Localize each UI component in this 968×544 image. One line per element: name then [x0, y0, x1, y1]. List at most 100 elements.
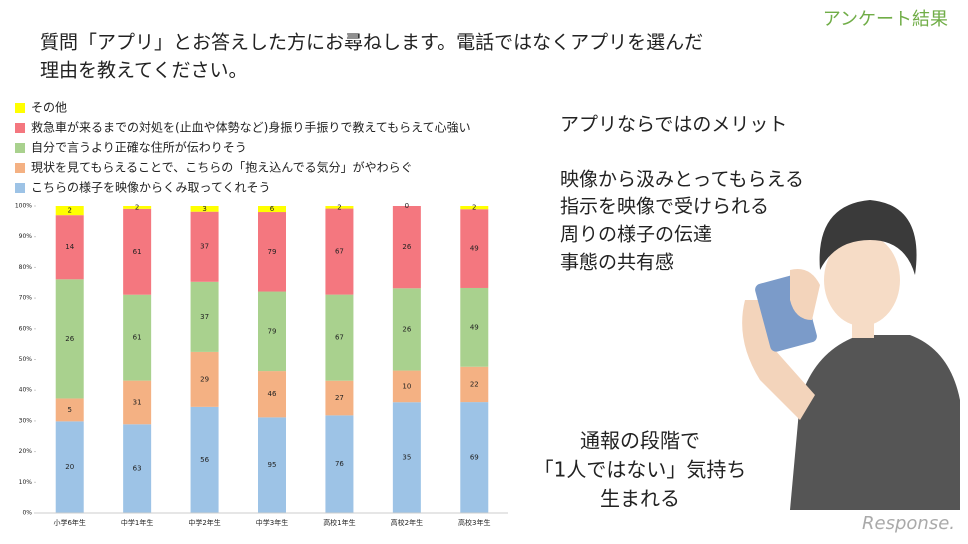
- legend-label: その他: [31, 101, 67, 115]
- y-tick-label: 100%: [15, 203, 32, 210]
- data-label: 20: [65, 463, 74, 471]
- data-label: 63: [133, 465, 142, 473]
- legend-swatch: [15, 123, 25, 133]
- data-label: 5: [67, 406, 71, 414]
- bar-segment: [392, 370, 421, 403]
- data-label: 2: [337, 203, 341, 211]
- question-line: 質問「アプリ」とお答えした方にお尋ねします。電話ではなくアプリを選んだ: [40, 32, 703, 54]
- tag: アンケート結果: [823, 9, 948, 30]
- bar-segment: [325, 380, 354, 416]
- y-tick-label: 30%: [19, 417, 33, 424]
- data-label: 56: [200, 456, 209, 464]
- illustration: [742, 200, 960, 510]
- merit-title: アプリならではのメリット: [560, 114, 787, 136]
- data-label: 29: [200, 375, 209, 383]
- data-label: 49: [470, 323, 479, 331]
- data-label: 37: [200, 243, 209, 251]
- bar-segment: [123, 424, 152, 513]
- bar-segment: [258, 291, 286, 372]
- conclusion: 通報の段階で: [580, 429, 700, 453]
- y-tick-label: 60%: [19, 325, 33, 332]
- legend-label: 現状を見てもらえることで、こちらの「抱え込んでる気分」がやわらぐ: [31, 160, 413, 175]
- bar-segment: [123, 380, 152, 425]
- data-label: 79: [268, 327, 277, 335]
- data-label: 35: [402, 454, 411, 462]
- data-label: 2: [135, 203, 139, 211]
- bar-segment: [325, 206, 354, 209]
- data-label: 26: [65, 335, 74, 343]
- data-label: 79: [268, 248, 277, 256]
- y-tick-label: 0%: [22, 510, 32, 517]
- y-tick-label: 90%: [19, 233, 33, 240]
- x-tick-label: 高校3年生: [458, 518, 490, 527]
- legend-label: こちらの様子を映像からくみ取ってくれそう: [31, 181, 271, 195]
- legend-swatch: [15, 103, 25, 113]
- conclusion: 生まれる: [600, 487, 680, 511]
- y-tick-label: 40%: [19, 387, 33, 394]
- x-tick-label: 中学3年生: [256, 518, 288, 527]
- bar-segment: [190, 281, 219, 352]
- bar-segment: [190, 406, 219, 513]
- bar-segment: [460, 366, 489, 403]
- data-label: 0: [405, 202, 409, 210]
- data-label: 26: [402, 325, 411, 333]
- data-label: 2: [67, 207, 71, 215]
- data-label: 61: [133, 334, 142, 342]
- question-line: 理由を教えてください。: [40, 60, 247, 82]
- merit: 映像から汲みとってもらえる: [560, 169, 804, 191]
- bar-segment: [258, 206, 286, 213]
- data-label: 10: [402, 382, 411, 390]
- data-label: 95: [268, 461, 277, 469]
- data-label: 76: [335, 460, 344, 468]
- bar-segment: [55, 421, 84, 513]
- bar-segment: [460, 402, 489, 513]
- bar-segment: [325, 208, 354, 295]
- logo: Response.: [862, 513, 955, 534]
- x-tick-label: 小学6年生: [53, 518, 85, 527]
- bar-segment: [190, 211, 219, 282]
- merit: 周りの様子の伝達: [560, 224, 712, 246]
- legend-label: 救急車が来るまでの対処を(止血や体勢など)身振り手振りで教えてもらえて心強い: [31, 120, 471, 135]
- x-tick-label: 高校1年生: [323, 518, 355, 527]
- bar-segment: [190, 206, 219, 212]
- data-label: 26: [402, 243, 411, 251]
- y-tick-label: 80%: [19, 264, 33, 271]
- conclusion: 「1人ではない」気持ち: [534, 458, 747, 482]
- y-tick-label: 70%: [19, 295, 33, 302]
- x-tick-label: 高校2年生: [391, 518, 423, 527]
- y-tick-label: 50%: [19, 356, 33, 363]
- bar-segment: [55, 279, 84, 399]
- bar-segment: [55, 206, 84, 216]
- data-label: 2: [472, 204, 476, 212]
- bar-segment: [258, 417, 286, 513]
- merit: 事態の共有感: [560, 252, 674, 274]
- data-label: 49: [470, 245, 479, 253]
- bar-segment: [460, 209, 489, 288]
- data-label: 27: [335, 394, 344, 402]
- data-label: 61: [133, 248, 142, 256]
- bar-segment: [460, 206, 489, 210]
- x-tick-label: 中学2年生: [188, 518, 220, 527]
- bar-segment: [258, 371, 286, 418]
- y-tick-label: 10%: [19, 479, 33, 486]
- bar-segment: [190, 351, 219, 407]
- x-tick-label: 中学1年生: [121, 518, 153, 527]
- data-label: 22: [470, 380, 479, 388]
- legend-swatch: [15, 183, 25, 193]
- data-label: 3: [202, 205, 206, 213]
- bar-segment: [392, 206, 421, 289]
- data-label: 14: [65, 243, 74, 251]
- data-label: 67: [335, 334, 344, 342]
- bar-segment: [392, 288, 421, 371]
- bar-segment: [325, 415, 354, 513]
- data-label: 37: [200, 313, 209, 321]
- data-label: 46: [268, 390, 277, 398]
- legend-swatch: [15, 163, 25, 173]
- bar-segment: [392, 402, 421, 513]
- merit: 指示を映像で受けられる: [560, 196, 769, 218]
- bar-segment: [460, 287, 489, 367]
- legend-swatch: [15, 143, 25, 153]
- bar-segment: [123, 208, 152, 295]
- legend-label: 自分で言うより正確な住所が伝わりそう: [31, 140, 247, 155]
